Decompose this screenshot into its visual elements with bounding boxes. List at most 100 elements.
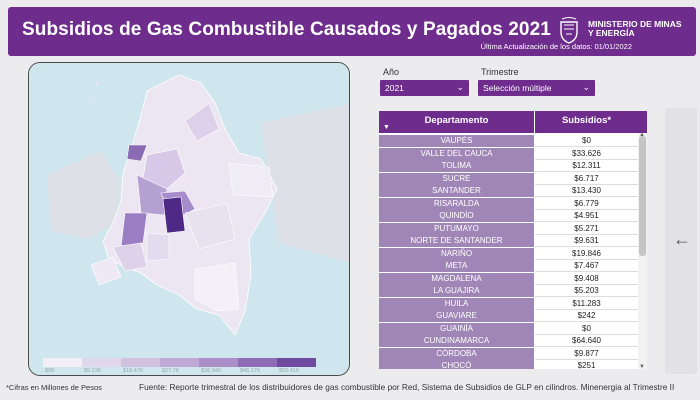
table-scrollbar[interactable]: ▲ ▼ bbox=[638, 132, 647, 369]
table-row[interactable]: SANTANDER $13.430 bbox=[379, 185, 638, 198]
report-header: Subsidios de Gas Combustible Causados y … bbox=[8, 7, 696, 56]
legend-swatch: $55.41K bbox=[277, 358, 316, 374]
department-cundinamarca[interactable] bbox=[162, 196, 186, 234]
cell-subsidios: $242 bbox=[535, 310, 638, 322]
island-marker bbox=[89, 97, 93, 101]
table-row[interactable]: META $7.467 bbox=[379, 260, 638, 273]
cell-departamento: PUTUMAYO bbox=[379, 222, 534, 235]
cell-subsidios: $5.271 bbox=[535, 222, 638, 235]
department-vichada[interactable] bbox=[228, 162, 274, 198]
legend-label: $0K bbox=[45, 368, 55, 374]
department-amazonas[interactable] bbox=[194, 262, 240, 312]
table-row[interactable]: PUTUMAYO $5.271 bbox=[379, 222, 638, 236]
legend-label: $27.7K bbox=[162, 368, 180, 374]
cell-departamento: LA GUAJIRA bbox=[379, 285, 534, 297]
table-row[interactable]: HUILA $11.283 bbox=[379, 297, 638, 311]
cell-departamento: QUINDÍO bbox=[379, 210, 534, 222]
cell-subsidios: $11.283 bbox=[535, 297, 638, 310]
scroll-down-icon[interactable]: ▼ bbox=[639, 364, 645, 369]
scroll-up-icon[interactable]: ▲ bbox=[639, 132, 645, 138]
cell-subsidios: $7.467 bbox=[535, 260, 638, 272]
department-cauca[interactable] bbox=[112, 242, 148, 272]
table-row[interactable]: CÓRDOBA $9.877 bbox=[379, 347, 638, 361]
table-row[interactable]: CHOCÓ $251 bbox=[379, 360, 638, 369]
cell-departamento: RISARALDA bbox=[379, 197, 534, 210]
side-nav-panel[interactable]: ← bbox=[665, 108, 697, 374]
table-row[interactable]: SUCRE $6.717 bbox=[379, 172, 638, 186]
cell-subsidios: $9.631 bbox=[535, 235, 638, 247]
map-visual[interactable]: $0K $9.23K $18.47K $27.7K $36.94K $46.17… bbox=[28, 62, 350, 376]
legend-label: $46.17K bbox=[240, 368, 261, 374]
legend-swatch: $46.17K bbox=[238, 358, 277, 374]
column-header-departamento[interactable]: Departamento bbox=[424, 115, 489, 126]
cell-subsidios: $0 bbox=[535, 135, 638, 147]
colombia-choropleth-map[interactable] bbox=[29, 63, 350, 376]
legend-swatch: $18.47K bbox=[121, 358, 160, 374]
table-row[interactable]: VALLE DEL CAUCA $33.626 bbox=[379, 147, 638, 161]
arrow-left-icon[interactable]: ← bbox=[673, 229, 691, 249]
chevron-down-icon: ⌄ bbox=[582, 82, 590, 92]
cell-subsidios: $9.877 bbox=[535, 347, 638, 360]
table-row[interactable]: NARIÑO $19.846 bbox=[379, 247, 638, 261]
cell-departamento: HUILA bbox=[379, 297, 534, 310]
cell-departamento: META bbox=[379, 260, 534, 272]
legend-swatch: $36.94K bbox=[199, 358, 238, 374]
cell-subsidios: $33.626 bbox=[535, 147, 638, 160]
cell-departamento: VAUPÉS bbox=[379, 135, 534, 147]
legend-label: $18.47K bbox=[123, 368, 144, 374]
island-marker bbox=[95, 81, 99, 85]
last-updated-text: Última Actualización de los datos: 01/01… bbox=[480, 42, 632, 51]
neighbor-land bbox=[47, 151, 121, 239]
table-row[interactable]: TOLIMA $12.311 bbox=[379, 160, 638, 173]
page-title: Subsidios de Gas Combustible Causados y … bbox=[22, 19, 551, 40]
sort-descending-icon[interactable]: ▼ bbox=[383, 124, 390, 131]
table-body: VAUPÉS $0 VALLE DEL CAUCA $33.626 TOLIMA $12.… bbox=[379, 135, 638, 369]
cell-subsidios: $4.951 bbox=[535, 210, 638, 222]
cell-subsidios: $0 bbox=[535, 322, 638, 335]
quarter-dropdown-value: Selección múltiple bbox=[483, 83, 552, 93]
cell-subsidios: $13.430 bbox=[535, 185, 638, 197]
table-row[interactable]: LA GUAJIRA $5.203 bbox=[379, 285, 638, 298]
quarter-dropdown[interactable]: Selección múltiple ⌄ bbox=[478, 80, 595, 96]
cell-departamento: VALLE DEL CAUCA bbox=[379, 147, 534, 160]
scrollbar-thumb[interactable] bbox=[639, 136, 646, 256]
table-row[interactable]: RISARALDA $6.779 bbox=[379, 197, 638, 211]
table-row[interactable]: CUNDINAMARCA $64.640 bbox=[379, 335, 638, 348]
ministry-name-line2: Y ENERGÍA bbox=[588, 28, 635, 38]
cell-departamento: TOLIMA bbox=[379, 160, 534, 172]
cell-departamento: MAGDALENA bbox=[379, 272, 534, 285]
department-atlantico[interactable] bbox=[126, 144, 148, 162]
neighbor-land bbox=[261, 103, 349, 263]
ministry-name: MINISTERIO DE MINAS Y ENERGÍA bbox=[588, 20, 688, 38]
ministry-name-line1: MINISTERIO DE MINAS bbox=[588, 19, 682, 29]
chevron-down-icon: ⌄ bbox=[456, 82, 464, 92]
ministry-logo: MINISTERIO DE MINAS Y ENERGÍA bbox=[558, 16, 688, 44]
department-bolivar[interactable] bbox=[142, 148, 186, 190]
table-row[interactable]: VAUPÉS $0 bbox=[379, 135, 638, 148]
department-meta[interactable] bbox=[184, 202, 236, 250]
table-row[interactable]: GUAINÍA $0 bbox=[379, 322, 638, 336]
table-row[interactable]: MAGDALENA $9.408 bbox=[379, 272, 638, 286]
cell-subsidios: $9.408 bbox=[535, 272, 638, 285]
cell-departamento: CUNDINAMARCA bbox=[379, 335, 534, 347]
department-valle-del-cauca[interactable] bbox=[120, 212, 148, 248]
cell-departamento: SANTANDER bbox=[379, 185, 534, 197]
column-header-subsidios[interactable]: Subsidios* bbox=[534, 111, 638, 133]
cell-departamento: GUAVIARE bbox=[379, 310, 534, 322]
footnote-text: *Cifras en Millones de Pesos bbox=[6, 383, 102, 392]
legend-label: $36.94K bbox=[201, 368, 222, 374]
cell-subsidios: $19.846 bbox=[535, 247, 638, 260]
cell-departamento: NARIÑO bbox=[379, 247, 534, 260]
department-cesar[interactable] bbox=[184, 102, 220, 142]
table-row[interactable]: NORTE DE SANTANDER $9.631 bbox=[379, 235, 638, 248]
subsidies-table[interactable]: Departamento Subsidios* ▼ VAUPÉS $0 VALLE … bbox=[379, 111, 647, 369]
table-row[interactable]: GUAVIARE $242 bbox=[379, 310, 638, 323]
department-narino[interactable] bbox=[90, 256, 122, 286]
cell-subsidios: $6.717 bbox=[535, 172, 638, 185]
table-row[interactable]: QUINDÍO $4.951 bbox=[379, 210, 638, 223]
cell-departamento: CHOCÓ bbox=[379, 360, 534, 369]
department-huila[interactable] bbox=[146, 232, 170, 262]
legend-swatch: $0K bbox=[43, 358, 82, 374]
year-dropdown[interactable]: 2021 ⌄ bbox=[380, 80, 469, 96]
